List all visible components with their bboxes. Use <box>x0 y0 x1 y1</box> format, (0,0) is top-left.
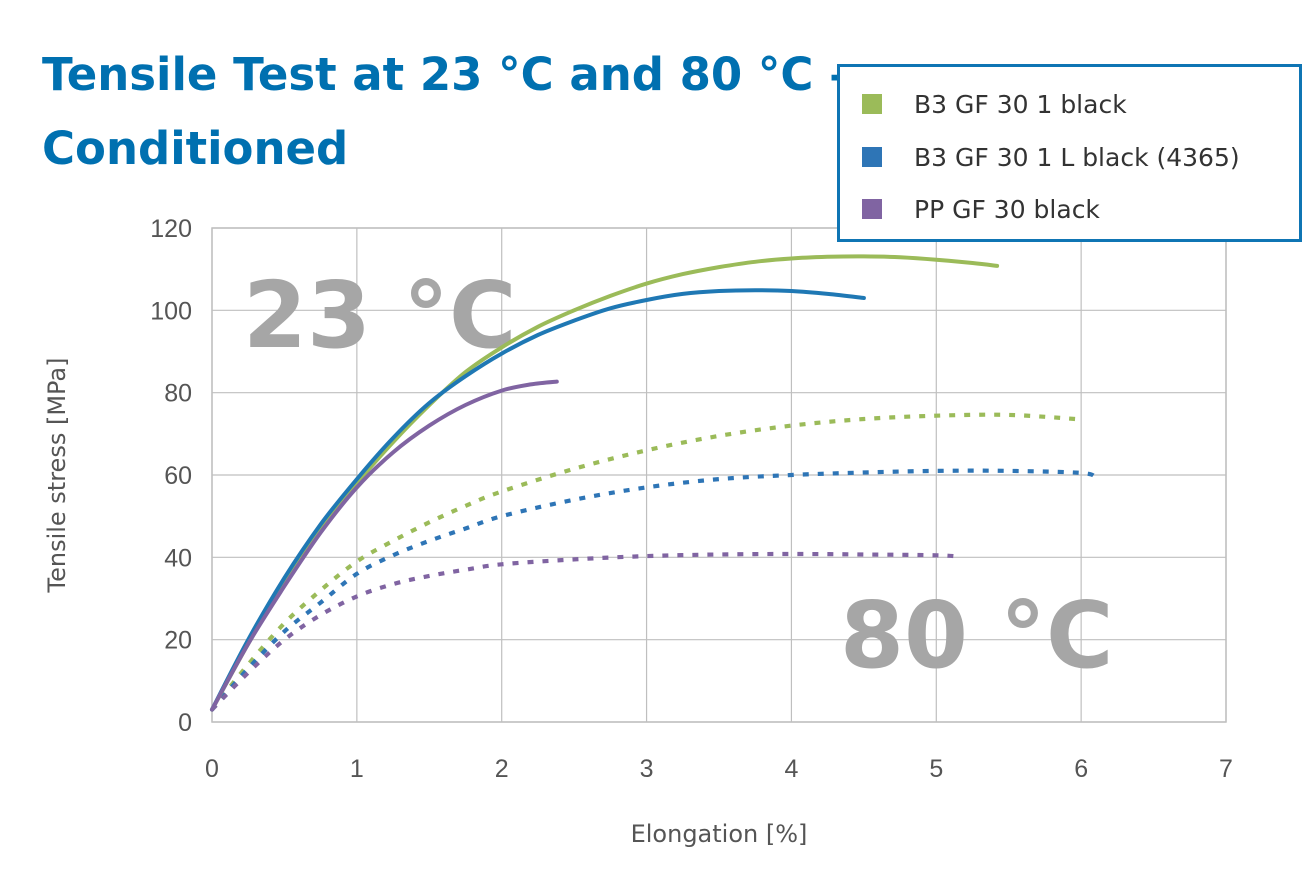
x-tick-label: 7 <box>1219 755 1233 783</box>
chart-legend: B3 GF 30 1 black B3 GF 30 1 L black (436… <box>837 64 1302 242</box>
x-tick-label: 4 <box>784 755 798 783</box>
y-tick-label: 40 <box>164 544 192 572</box>
y-axis-title: Tensile stress [MPa] <box>43 358 71 594</box>
tick-labels: 0 1 2 3 4 5 6 7 0 20 40 60 80 100 120 <box>150 215 1233 783</box>
series-line-b3-gf-30-1-l-black-4365--23c <box>210 288 866 712</box>
chart-title: Tensile Test at 23 °C and 80 °C – Condit… <box>42 38 852 186</box>
x-tick-label: 1 <box>350 755 364 783</box>
y-tick-label: 60 <box>164 462 192 490</box>
annotation-23c: 23 °C <box>243 262 517 369</box>
series-line-b3-gf-30-1-l-black-4365--80c <box>210 468 1097 711</box>
legend-label: B3 GF 30 1 black <box>914 89 1127 119</box>
x-tick-label: 6 <box>1074 755 1088 783</box>
y-tick-label: 100 <box>150 297 192 325</box>
y-tick-label: 80 <box>164 380 192 408</box>
legend-swatch-purple <box>862 199 882 219</box>
y-tick-label: 0 <box>178 709 192 737</box>
chart-title-line-2: Conditioned <box>42 122 349 175</box>
series-line-b3-gf-30-1-black-80c <box>210 412 1082 711</box>
legend-swatch-blue <box>862 147 882 167</box>
annotations: 23 °C 80 °C <box>243 262 1114 689</box>
x-tick-label: 5 <box>929 755 943 783</box>
x-tick-label: 0 <box>205 755 219 783</box>
legend-item-pp-gf30-black: PP GF 30 black <box>862 194 1100 224</box>
legend-item-b3-gf30-1-black: B3 GF 30 1 black <box>862 89 1127 119</box>
series-line-pp-gf-30-black-80c <box>210 551 959 712</box>
annotation-80c: 80 °C <box>840 582 1114 689</box>
legend-label: B3 GF 30 1 L black (4365) <box>914 142 1240 172</box>
y-tick-label: 120 <box>150 215 192 243</box>
plot-area-border <box>211 227 1227 723</box>
y-tick-label: 20 <box>164 627 192 655</box>
series-line-b3-gf-30-1-black-23c <box>210 254 1000 712</box>
legend-item-b3-gf30-1-l-black: B3 GF 30 1 L black (4365) <box>862 142 1240 172</box>
x-tick-label: 3 <box>640 755 654 783</box>
series-line-pp-gf-30-black-23c <box>210 379 559 712</box>
x-tick-label: 2 <box>495 755 509 783</box>
legend-label: PP GF 30 black <box>914 194 1100 224</box>
data-series <box>210 254 1097 712</box>
legend-swatch-green <box>862 94 882 114</box>
x-axis-title: Elongation [%] <box>631 820 808 848</box>
chart-title-line-1: Tensile Test at 23 °C and 80 °C – <box>42 48 852 101</box>
